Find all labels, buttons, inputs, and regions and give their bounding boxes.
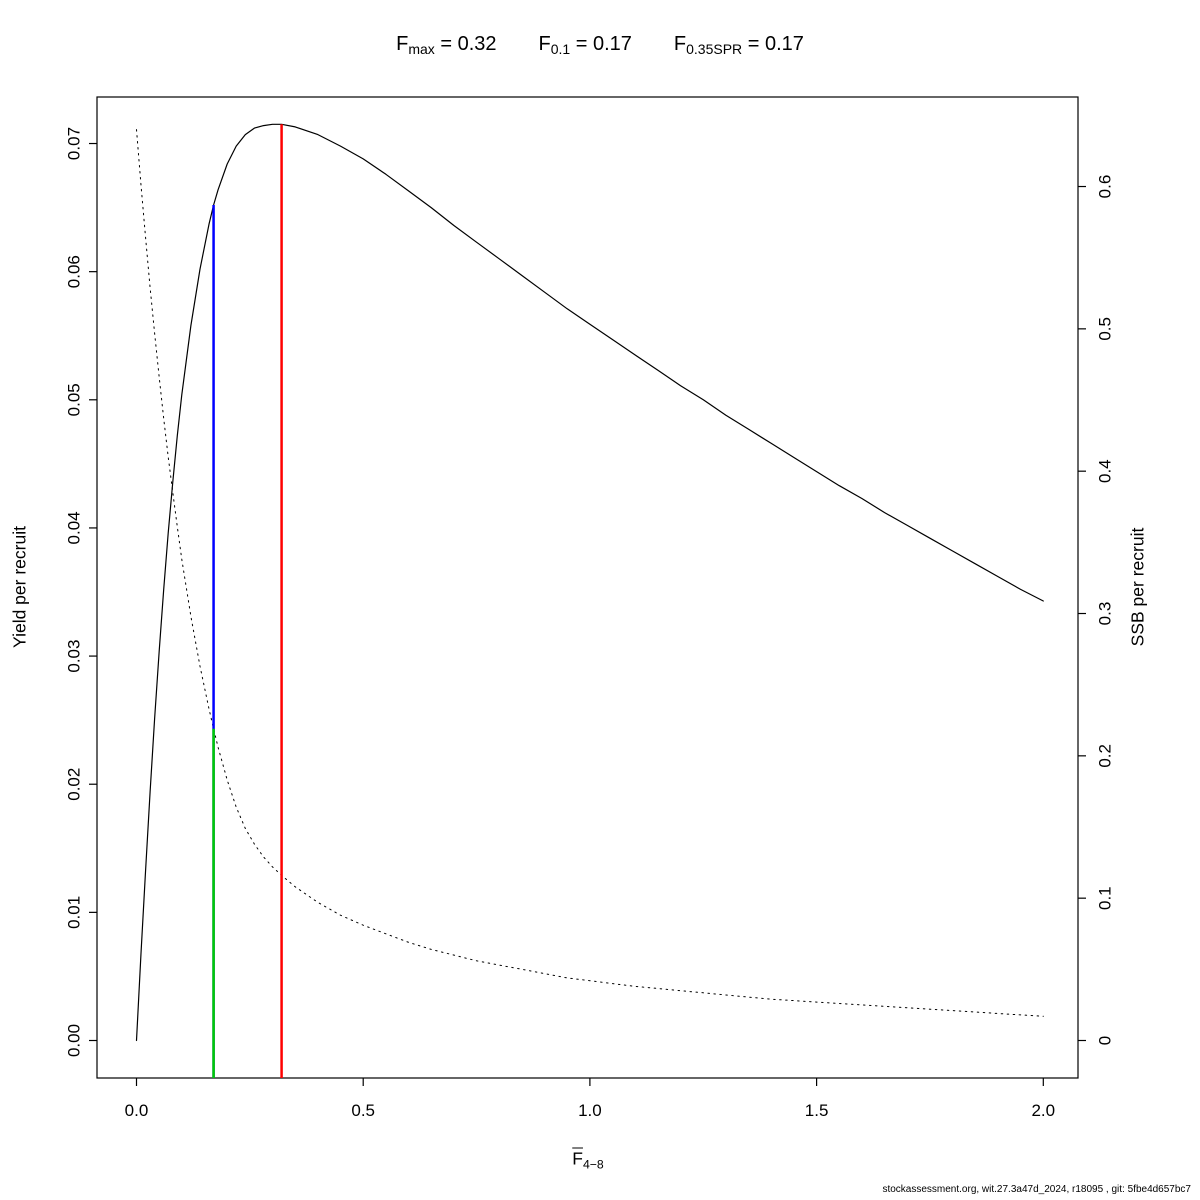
y-left-tick-label: 0.01 <box>65 896 84 929</box>
y-right-tick-label: 0.5 <box>1096 317 1115 341</box>
y-right-tick-label: 0.6 <box>1096 175 1115 199</box>
x-axis-label-base: F <box>572 1148 583 1169</box>
x-tick-label: 0.5 <box>351 1101 375 1120</box>
y-axis-label-left: Yield per recruit <box>9 526 30 648</box>
y-left-tick-label: 0.06 <box>65 255 84 288</box>
y-right-tick-label: 0.4 <box>1096 459 1115 483</box>
title-fmax-base: F <box>396 33 409 55</box>
chart-title: Fmax = 0.32 F0.1 = 0.17 F0.35SPR = 0.17 <box>0 33 1200 58</box>
title-f035spr-expression: F0.35SPR = 0.17 <box>673 33 804 58</box>
y-left-tick-label: 0.00 <box>65 1024 84 1057</box>
title-fmax-value: = 0.32 <box>434 33 497 55</box>
title-f035spr-base: F <box>673 33 687 55</box>
title-f01-value: = 0.17 <box>570 33 632 55</box>
y-left-tick-label: 0.04 <box>65 511 84 544</box>
y-right-tick-label: 0 <box>1096 1036 1115 1045</box>
x-tick-label: 1.5 <box>805 1101 829 1120</box>
title-f035spr-value: = 0.17 <box>742 33 804 55</box>
y-left-tick-label: 0.05 <box>65 383 84 416</box>
y-left-tick-label: 0.07 <box>65 127 84 160</box>
x-tick-label: 2.0 <box>1031 1101 1055 1120</box>
y-left-tick-label: 0.03 <box>65 640 84 673</box>
x-axis-label-sub: 4−8 <box>582 1157 604 1172</box>
ssb-per-recruit-curve <box>136 129 1044 1017</box>
plot-box <box>96 96 1079 1079</box>
yield-per-recruit-curve <box>135 123 1044 1042</box>
y-right-tick-label: 0.2 <box>1096 744 1115 768</box>
title-f01-base: F <box>538 33 551 55</box>
footer-attribution: stockassessment.org, wit.27.3a47d_2024, … <box>882 1184 1191 1195</box>
y-right-tick-label: 0.1 <box>1096 886 1115 910</box>
x-axis-label: F4−8 <box>572 1148 604 1172</box>
x-tick-label: 0.0 <box>125 1101 149 1120</box>
y-axis-label-right: SSB per recruit <box>1127 527 1148 647</box>
y-right-tick-label: 0.3 <box>1096 602 1115 626</box>
title-f035spr-sub: 0.35SPR <box>686 41 743 58</box>
title-fmax-expression: Fmax = 0.32 <box>396 33 497 58</box>
title-f01-sub: 0.1 <box>550 41 571 58</box>
y-left-tick-label: 0.02 <box>65 768 84 801</box>
title-fmax-sub: max <box>408 41 435 58</box>
title-f01-expression: F0.1 = 0.17 <box>538 33 632 58</box>
x-tick-label: 1.0 <box>578 1101 602 1120</box>
